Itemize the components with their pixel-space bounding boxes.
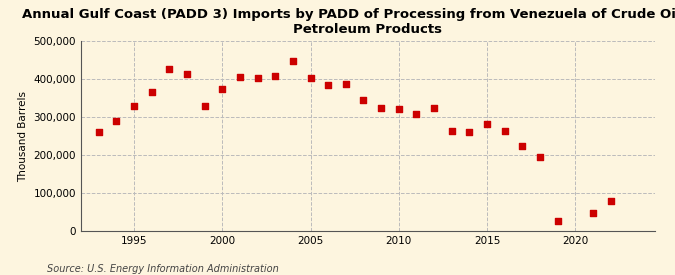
Point	[552, 219, 563, 223]
Point	[500, 129, 510, 133]
Point	[464, 129, 475, 134]
Point	[323, 83, 333, 87]
Point	[305, 76, 316, 81]
Title: Annual Gulf Coast (PADD 3) Imports by PADD of Processing from Venezuela of Crude: Annual Gulf Coast (PADD 3) Imports by PA…	[22, 8, 675, 36]
Point	[587, 211, 598, 215]
Point	[199, 104, 210, 108]
Point	[535, 155, 545, 159]
Point	[340, 82, 351, 86]
Point	[217, 87, 227, 91]
Point	[411, 112, 422, 116]
Point	[429, 105, 439, 110]
Point	[394, 107, 404, 111]
Point	[111, 118, 122, 123]
Point	[482, 121, 493, 126]
Point	[270, 74, 281, 78]
Point	[252, 76, 263, 80]
Point	[164, 67, 175, 71]
Point	[358, 98, 369, 103]
Point	[182, 72, 192, 76]
Point	[446, 129, 457, 133]
Text: Source: U.S. Energy Information Administration: Source: U.S. Energy Information Administ…	[47, 264, 279, 274]
Point	[605, 199, 616, 204]
Y-axis label: Thousand Barrels: Thousand Barrels	[18, 91, 28, 182]
Point	[93, 129, 104, 134]
Point	[517, 143, 528, 148]
Point	[234, 75, 245, 79]
Point	[128, 104, 139, 108]
Point	[288, 58, 298, 63]
Point	[376, 105, 387, 110]
Point	[146, 90, 157, 95]
